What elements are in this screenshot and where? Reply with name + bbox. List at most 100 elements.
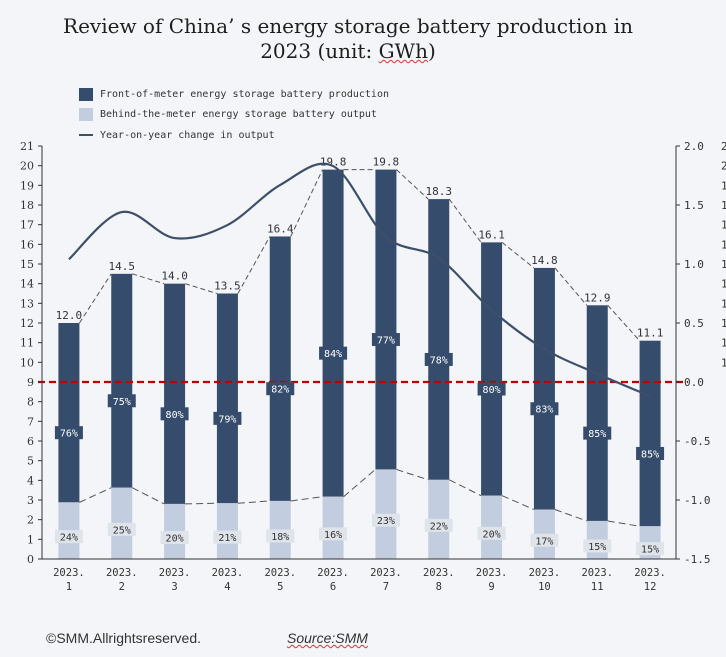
y-right-tick-label: 0.5: [684, 317, 704, 330]
y-left-tick-label: 15: [20, 258, 34, 271]
front-share-label-bg: [266, 382, 295, 396]
total-label: 14.5: [109, 260, 136, 273]
source-text: Source:SMM: [287, 630, 368, 646]
y-left-tick-label: 8: [27, 396, 34, 409]
y-left-tick-label: 20: [20, 160, 34, 173]
x-tick-label-month: 3: [171, 581, 177, 593]
x-tick-label-month: 8: [436, 581, 442, 593]
behind-share-label: 25%: [113, 525, 131, 536]
front-share-label: 83%: [535, 405, 553, 416]
x-tick-label-year: 2023.: [476, 567, 508, 579]
behind-share-label: 22%: [430, 521, 448, 532]
y-left-tick-label: 5: [27, 455, 34, 468]
clipped-axis-label: 1: [721, 199, 726, 212]
legend-line-yoy: [79, 134, 93, 136]
behind-share-label-bg: [583, 539, 612, 553]
front-share-label-bg: [477, 382, 506, 396]
x-tick-label-month: 9: [488, 581, 494, 593]
bar-front-of-meter: [58, 323, 80, 503]
y-left-tick-label: 18: [20, 199, 34, 212]
x-tick-label-year: 2023.: [264, 567, 296, 579]
clipped-axis-label: 1: [721, 238, 726, 251]
behind-share-label-bg: [477, 526, 506, 540]
behind-share-label-bg: [266, 529, 295, 543]
x-tick-label-month: 6: [330, 581, 336, 593]
total-label: 16.4: [267, 222, 294, 235]
bar-front-of-meter: [533, 267, 555, 510]
y-left-tick-label: 19: [20, 179, 34, 192]
front-share-label: 79%: [218, 414, 236, 425]
bar-front-of-meter: [428, 199, 450, 480]
y-left-tick-label: 14: [20, 278, 34, 291]
front-share-label-bg: [319, 346, 348, 360]
front-share-label-bg: [107, 394, 136, 408]
title-unit: GWh: [378, 39, 428, 63]
y-right-tick-label: 0.0: [684, 376, 704, 389]
clipped-axis-label: 1: [721, 179, 726, 192]
total-label: 12.0: [56, 309, 83, 322]
total-label: 19.8: [320, 156, 347, 169]
behind-share-label: 23%: [377, 516, 395, 527]
title-suffix: ): [427, 39, 436, 63]
legend-label: Year-on-year change in output: [100, 129, 275, 141]
x-tick-label-month: 2: [119, 581, 125, 593]
behind-share-label: 15%: [588, 542, 606, 553]
y-left-tick-label: 6: [27, 435, 34, 448]
x-tick-label-year: 2023.: [370, 567, 402, 579]
yoy-change-line: [68, 162, 651, 398]
front-share-label-bg: [54, 426, 83, 440]
behind-share-label-bg: [54, 530, 83, 544]
x-tick-label-month: 7: [383, 581, 389, 593]
front-share-label: 80%: [166, 410, 184, 421]
y-left-tick-label: 21: [20, 140, 34, 153]
y-left-tick-label: 3: [27, 494, 34, 507]
y-left-tick-label: 0: [27, 553, 34, 566]
front-share-label: 84%: [324, 349, 342, 360]
behind-share-label: 20%: [166, 533, 184, 544]
bar-front-of-meter: [639, 340, 661, 527]
legend-item-behind-the-meter: Behind-the-meter energy storage battery …: [79, 106, 377, 122]
behind-share-label-bg: [636, 542, 665, 556]
behind-share-label: 24%: [60, 533, 78, 544]
y-right-tick-label: 1.0: [684, 258, 704, 271]
clipped-axis-label: 1: [721, 258, 726, 271]
clipped-axis-label: 1: [721, 219, 726, 232]
title-prefix: 2023 (unit:: [260, 39, 379, 63]
behind-share-label: 17%: [535, 536, 553, 547]
chart-title-line2: 2023 (unit: GWh): [0, 39, 696, 64]
legend-item-front-of-meter: Front-of-meter energy storage battery pr…: [79, 86, 389, 102]
behind-share-label: 16%: [324, 530, 342, 541]
behind-share-label-bg: [160, 530, 189, 544]
x-tick-label-year: 2023.: [634, 567, 666, 579]
total-label: 12.9: [584, 291, 611, 304]
total-label: 11.1: [637, 327, 664, 340]
front-share-label-bg: [424, 352, 453, 366]
y-left-tick-label: 2: [27, 514, 34, 527]
front-share-label: 77%: [377, 336, 395, 347]
y-right-tick-label: 1.5: [684, 199, 704, 212]
behind-share-label-bg: [107, 522, 136, 536]
x-tick-label-month: 11: [591, 581, 604, 593]
behind-share-label-bg: [213, 530, 242, 544]
legend-label: Front-of-meter energy storage battery pr…: [100, 88, 389, 100]
total-label: 18.3: [426, 185, 453, 198]
clipped-axis-label: 2: [721, 140, 726, 153]
bar-front-of-meter: [481, 242, 503, 496]
y-left-tick-label: 10: [20, 356, 34, 369]
front-share-label: 78%: [430, 355, 448, 366]
bar-front-of-meter: [375, 169, 397, 470]
copyright-label: ©SMM.Allrightsreserved.: [46, 630, 202, 646]
clipped-axis-label: 1: [721, 278, 726, 291]
totals-connector-line: [78, 169, 640, 342]
bar-front-of-meter: [216, 293, 238, 504]
chart-title: Review of China’ s energy storage batter…: [0, 14, 696, 64]
behind-share-label-bg: [371, 513, 400, 527]
front-share-label: 80%: [483, 385, 501, 396]
bar-front-of-meter: [586, 305, 608, 521]
x-tick-label-month: 12: [644, 581, 657, 593]
y-left-tick-label: 13: [20, 297, 34, 310]
x-tick-label-year: 2023.: [159, 567, 191, 579]
clipped-axis-label: 1: [721, 297, 726, 310]
front-share-label-bg: [583, 426, 612, 440]
